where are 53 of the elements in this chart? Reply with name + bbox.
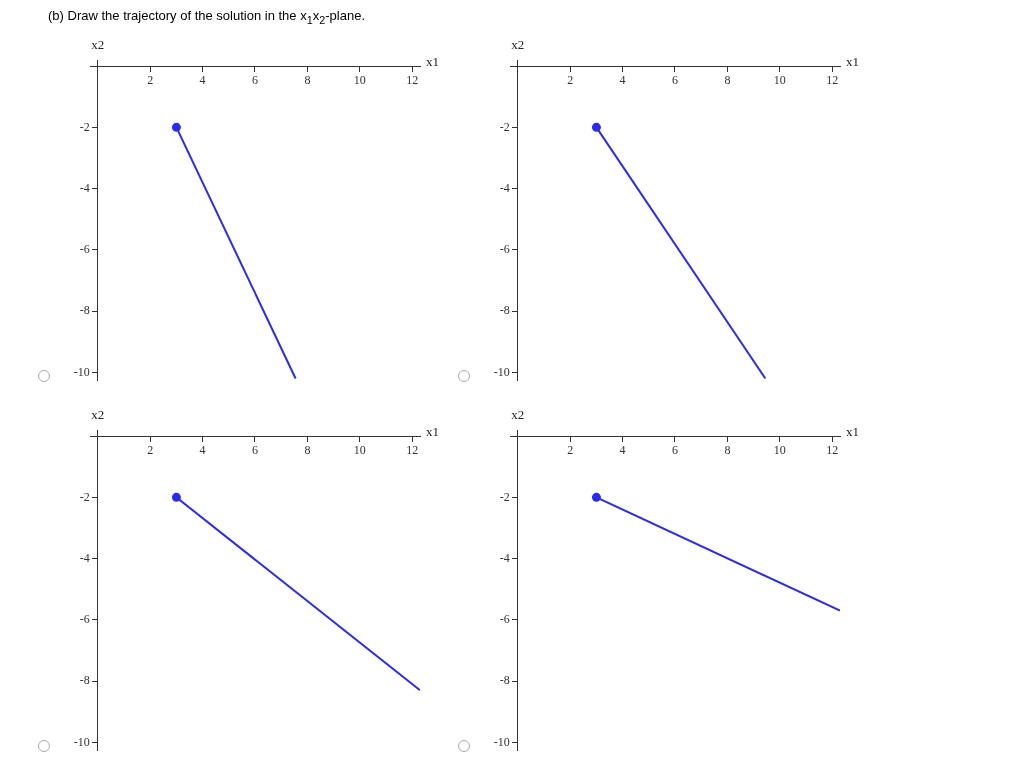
x-tick-label: 10 — [773, 73, 786, 88]
x-tick-label: 4 — [619, 443, 626, 458]
y-tick-label: -4 — [79, 550, 90, 565]
x-tick-label: 8 — [724, 73, 731, 88]
y-tick-label: -6 — [499, 241, 510, 256]
x-tick-label: 10 — [353, 73, 366, 88]
x-tick-label: 2 — [147, 443, 154, 458]
x-tick-label: 2 — [147, 73, 154, 88]
x-tick-label: 2 — [567, 443, 574, 458]
x-tick-label: 6 — [672, 443, 678, 458]
y-tick-label: -10 — [493, 734, 510, 749]
x-tick-label: 10 — [773, 443, 786, 458]
x-tick-label: 6 — [252, 443, 258, 458]
y-tick-label: -10 — [493, 364, 510, 379]
x-axis-title: x1 — [846, 53, 859, 69]
y-tick-label: -8 — [499, 672, 510, 687]
y-tick-label: -2 — [499, 119, 510, 134]
x-tick-label: 12 — [406, 443, 419, 458]
y-tick-label: -10 — [73, 734, 90, 749]
y-tick-label: -6 — [499, 611, 510, 626]
x-axis-title: x1 — [426, 53, 439, 69]
x-tick-label: 6 — [672, 73, 678, 88]
y-tick-label: -8 — [79, 672, 90, 687]
x-tick-label: 4 — [199, 73, 206, 88]
x-tick-label: 10 — [353, 443, 366, 458]
x-tick-label: 2 — [567, 73, 574, 88]
y-axis-title: x2 — [511, 36, 525, 52]
x-tick-label: 8 — [304, 443, 311, 458]
y-axis-title: x2 — [91, 36, 105, 52]
y-tick-label: -2 — [79, 489, 90, 504]
x-tick-label: 4 — [619, 73, 626, 88]
y-tick-label: -4 — [499, 550, 510, 565]
y-tick-label: -6 — [79, 241, 90, 256]
x-tick-label: 6 — [252, 73, 258, 88]
x-axis-title: x1 — [846, 423, 859, 439]
y-tick-label: -2 — [79, 119, 90, 134]
y-tick-label: -10 — [73, 364, 90, 379]
x-tick-label: 8 — [304, 73, 311, 88]
y-axis-title: x2 — [511, 406, 525, 422]
y-tick-label: -4 — [79, 180, 90, 195]
x-axis-title: x1 — [426, 423, 439, 439]
y-axis-title: x2 — [91, 406, 105, 422]
y-tick-label: -2 — [499, 489, 510, 504]
y-tick-label: -6 — [79, 611, 90, 626]
y-tick-label: -8 — [79, 302, 90, 317]
x-tick-label: 4 — [199, 443, 206, 458]
x-tick-label: 12 — [826, 73, 839, 88]
y-tick-label: -4 — [499, 180, 510, 195]
y-tick-label: -8 — [499, 302, 510, 317]
chart-title: (b) Draw the trajectory of the solution in the x$_{1}$x$_{2}$-plane. — [48, 8, 366, 26]
x-tick-label: 8 — [724, 443, 731, 458]
x-tick-label: 12 — [826, 443, 839, 458]
x-tick-label: 12 — [406, 73, 419, 88]
